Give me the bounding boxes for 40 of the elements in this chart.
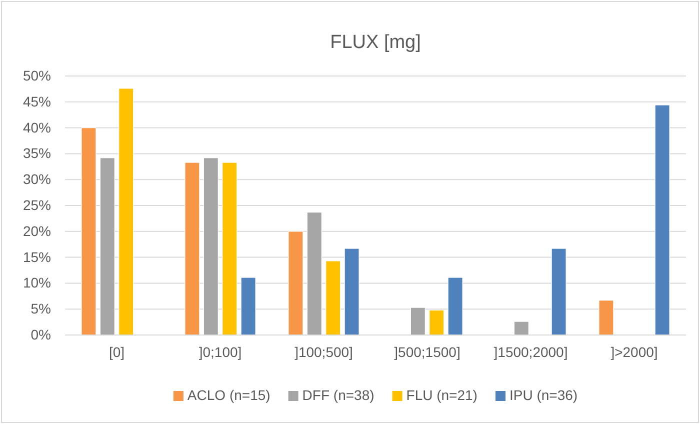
y-tick-label: 50% [22,67,51,84]
x-tick-label: ]1500;2000] [494,344,568,360]
x-tick-label: ]100;500] [294,344,353,360]
bar [222,162,238,336]
x-tick-label: ]>2000] [610,344,658,360]
y-tick-label: 10% [22,274,51,291]
y-tick-label: 30% [22,171,51,188]
bar [306,212,322,336]
bar [551,248,566,336]
bar [100,158,115,336]
bar [344,248,360,336]
y-tick-label: 15% [22,248,51,265]
bar [203,158,218,336]
bar [514,321,529,336]
x-tick-label: ]0;100] [198,344,242,360]
bar [118,88,134,336]
bar [598,300,614,336]
y-tick-label: 20% [22,222,51,239]
y-tick-label: 25% [22,196,51,213]
bar [81,128,96,336]
x-tick-label: [0] [108,344,125,360]
y-tick-label: 45% [22,93,51,110]
x-tick-label: ]500;1500] [394,344,460,360]
chart-title: FLUX [mg] [330,32,421,53]
legend-label: ACLO (n=15) [187,387,270,403]
bar [654,104,670,336]
bar [326,260,341,336]
y-tick-label: 35% [22,145,51,162]
bar [184,162,200,336]
legend-label: IPU (n=36) [509,387,578,403]
bar [410,307,426,336]
y-tick-label: 5% [30,300,51,317]
bar [240,277,256,336]
bar [288,231,304,336]
bar [448,277,463,336]
legend-label: FLU (n=21) [406,387,478,403]
legend-label: DFF (n=38) [302,387,374,403]
bar [429,310,444,336]
y-tick-label: 0% [30,326,51,342]
y-tick-label: 40% [22,119,51,136]
